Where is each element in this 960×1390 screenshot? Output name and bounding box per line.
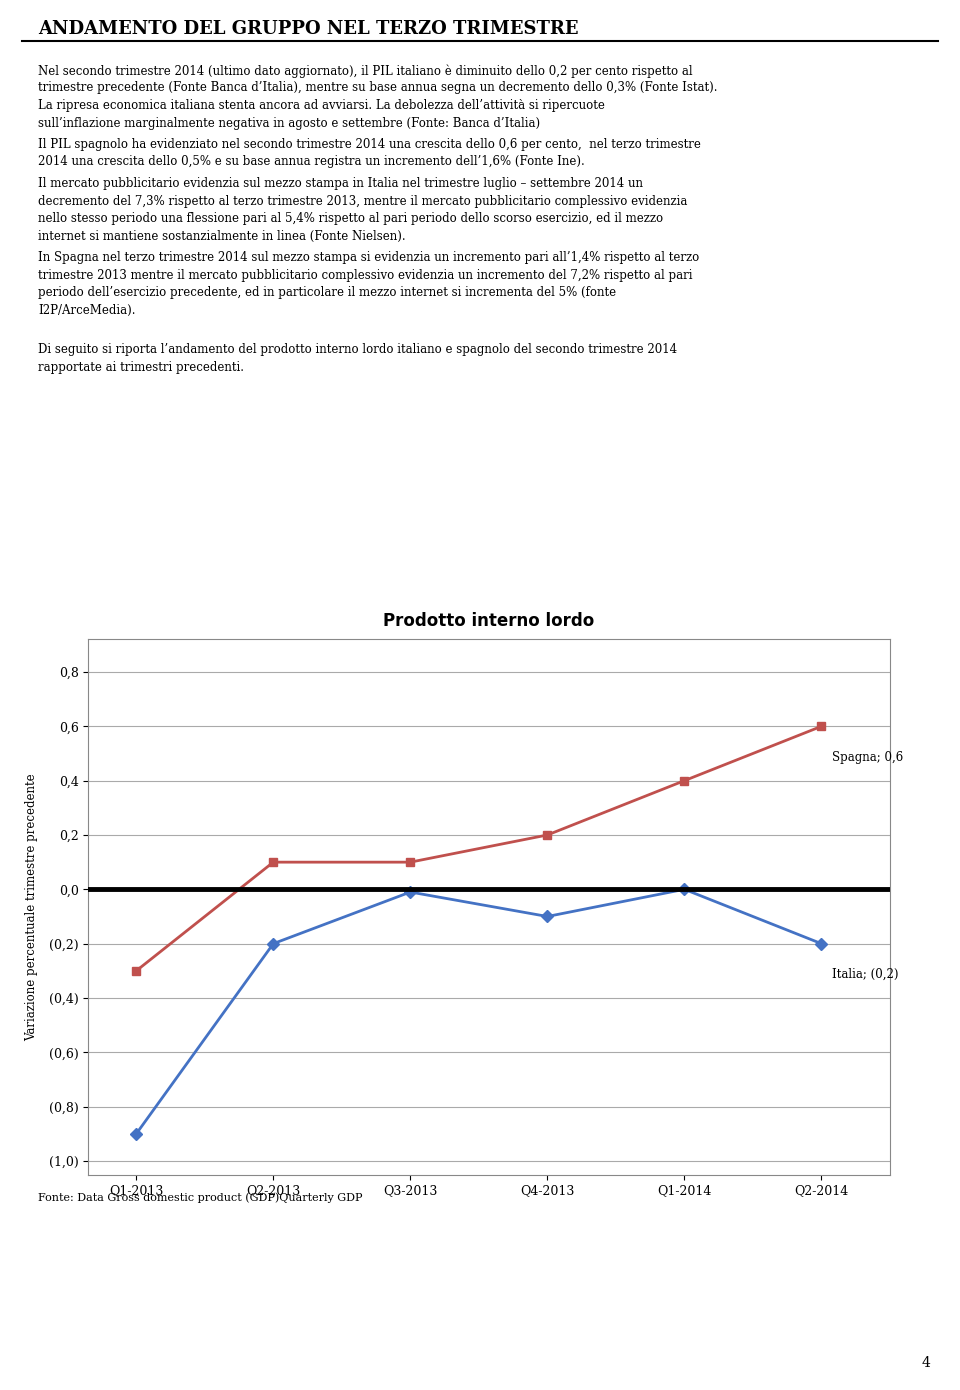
Text: nello stesso periodo una flessione pari al 5,4% rispetto al pari periodo dello s: nello stesso periodo una flessione pari … [38, 213, 663, 225]
Text: ANDAMENTO DEL GRUPPO NEL TERZO TRIMESTRE: ANDAMENTO DEL GRUPPO NEL TERZO TRIMESTRE [38, 19, 579, 38]
Text: periodo dell’esercizio precedente, ed in particolare il mezzo internet si increm: periodo dell’esercizio precedente, ed in… [38, 286, 616, 299]
Text: Fonte: Data Gross domestic product (GDP)Quarterly GDP: Fonte: Data Gross domestic product (GDP)… [38, 1193, 363, 1202]
Text: internet si mantiene sostanzialmente in linea (Fonte Nielsen).: internet si mantiene sostanzialmente in … [38, 229, 406, 242]
Text: decremento del 7,3% rispetto al terzo trimestre 2013, mentre il mercato pubblici: decremento del 7,3% rispetto al terzo tr… [38, 195, 687, 207]
Text: rapportate ai trimestri precedenti.: rapportate ai trimestri precedenti. [38, 360, 244, 374]
Y-axis label: Variazione percentuale trimestre precedente: Variazione percentuale trimestre precede… [25, 773, 37, 1041]
Text: trimestre precedente (Fonte Banca d’Italia), mentre su base annua segna un decre: trimestre precedente (Fonte Banca d’Ital… [38, 82, 717, 95]
Text: In Spagna nel terzo trimestre 2014 sul mezzo stampa si evidenzia un incremento p: In Spagna nel terzo trimestre 2014 sul m… [38, 252, 699, 264]
Text: 2014 una crescita dello 0,5% e su base annua registra un incremento dell’1,6% (F: 2014 una crescita dello 0,5% e su base a… [38, 156, 585, 168]
Text: Italia; (0,2): Italia; (0,2) [832, 967, 899, 981]
Text: Di seguito si riporta l’andamento del prodotto interno lordo italiano e spagnolo: Di seguito si riporta l’andamento del pr… [38, 343, 677, 356]
Text: trimestre 2013 mentre il mercato pubblicitario complessivo evidenzia un incremen: trimestre 2013 mentre il mercato pubblic… [38, 268, 692, 282]
Text: sull’inflazione marginalmente negativa in agosto e settembre (Fonte: Banca d’Ita: sull’inflazione marginalmente negativa i… [38, 117, 540, 129]
Text: Spagna; 0,6: Spagna; 0,6 [832, 751, 903, 763]
Text: Il mercato pubblicitario evidenzia sul mezzo stampa in Italia nel trimestre lugl: Il mercato pubblicitario evidenzia sul m… [38, 177, 643, 190]
Text: I2P/ArceMedia).: I2P/ArceMedia). [38, 303, 135, 317]
Text: Nel secondo trimestre 2014 (ultimo dato aggiornato), il PIL italiano è diminuito: Nel secondo trimestre 2014 (ultimo dato … [38, 64, 692, 78]
Title: Prodotto interno lordo: Prodotto interno lordo [383, 612, 595, 630]
Text: La ripresa economica italiana stenta ancora ad avviarsi. La debolezza dell’attiv: La ripresa economica italiana stenta anc… [38, 99, 605, 113]
Text: 4: 4 [922, 1357, 930, 1371]
Text: Il PIL spagnolo ha evidenziato nel secondo trimestre 2014 una crescita dello 0,6: Il PIL spagnolo ha evidenziato nel secon… [38, 138, 701, 152]
